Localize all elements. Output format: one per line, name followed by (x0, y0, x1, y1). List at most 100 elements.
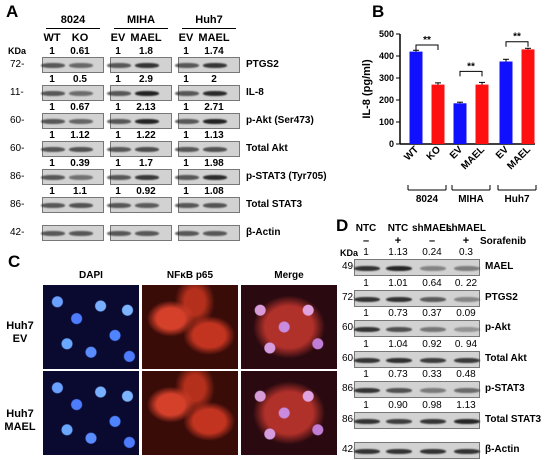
panel-d-ratio: 0.90 (388, 399, 408, 411)
panel-a-band (41, 147, 65, 152)
panel-d-band (386, 296, 412, 302)
panel-a-blot (107, 85, 172, 101)
panel-d-blot (354, 289, 480, 307)
panel-a-band (203, 147, 227, 152)
significance-bracket (415, 44, 439, 50)
panel-d-band (420, 266, 446, 271)
panel-a-ratio: 1.22 (136, 130, 156, 141)
x-tick-label: WT (402, 144, 421, 163)
panel-a-ratio: 1 (115, 130, 121, 141)
significance-bracket (459, 70, 483, 77)
panel-a-band (135, 175, 159, 180)
panel-d-ratio: 0.3 (459, 247, 473, 258)
panel-c-label: C (8, 252, 21, 271)
bar (475, 84, 489, 144)
panel-c-row-label: Huh7 EV (6, 320, 34, 345)
panel-d-band (454, 266, 480, 271)
panel-a-blot (41, 225, 104, 241)
panel-a-group-label: MIHA (126, 14, 156, 26)
y-tick-label: 300 (379, 73, 394, 83)
panel-d-ratio: 0.24 (422, 247, 442, 258)
panel-d-protein-label: β-Actin (485, 444, 520, 455)
panel-d-blot (354, 259, 480, 276)
panel-a-band (175, 63, 199, 68)
panel-d-protein-label: Total Akt (485, 352, 527, 364)
panel-a-band (107, 175, 131, 180)
panel-d-lane-label: NTC (355, 223, 377, 234)
panel-a-ratio: 1 (183, 102, 189, 113)
panel-d-band (420, 327, 446, 332)
panel-d-sorafenib-sign: – (428, 235, 436, 247)
y-tick-label: 0 (389, 139, 394, 149)
panel-a-band (41, 175, 65, 180)
panel-a-band (107, 231, 131, 236)
panel-d-ratio: 1 (363, 277, 369, 289)
panel-d-ratio: 0.09 (456, 308, 476, 319)
panel-a-band (69, 119, 93, 124)
bar (431, 84, 445, 144)
x-tick-label: EV (448, 144, 465, 161)
panel-a-ratio: 1 (49, 102, 55, 113)
panel-a-blot (107, 57, 172, 73)
panel-a-ratio: 1 (183, 74, 189, 85)
panel-a-ratio: 1.8 (139, 46, 153, 57)
panel-a-band (203, 63, 227, 68)
significance-marker: ** (423, 35, 431, 46)
panel-d-protein-label: Total STAT3 (485, 413, 542, 425)
panel-d-band (454, 388, 480, 393)
panel-a-protein-label: IL-8 (246, 87, 264, 98)
panel-c-micrograph-merge (240, 370, 338, 456)
panel-d-kda-marker: 86- (342, 413, 357, 425)
panel-a-ratio: 1 (183, 158, 189, 169)
group-label: 8024 (416, 194, 439, 205)
panel-a-band (107, 63, 131, 68)
panel-d-protein-label: p-Akt (485, 322, 511, 333)
panel-a-band (69, 175, 93, 180)
y-axis-label: IL-8 (pg/ml) (361, 59, 373, 119)
panel-d-ratio: 0.33 (422, 369, 442, 380)
panel-a-ratio: 1 (183, 130, 189, 141)
panel-d-sorafenib-label: Sorafenib (480, 236, 527, 247)
panel-c-column-label: Merge (274, 270, 304, 281)
panel-a-ratio: 1 (115, 74, 121, 85)
significance-marker: ** (513, 32, 521, 43)
panel-a-ratio: 0.61 (70, 46, 90, 57)
panel-a-band (107, 119, 131, 124)
panel-a-band (175, 231, 199, 236)
panel-d-kda-marker: 60- (342, 322, 357, 333)
panel-a-lane-label: MAEL (198, 32, 230, 44)
panel-a-band (135, 91, 159, 96)
x-tick-label: MAEL (505, 144, 533, 172)
panel-d-band (354, 296, 380, 302)
bar (453, 103, 467, 144)
panel-d-ratio: 0. 22 (454, 277, 478, 289)
panel-a-band (135, 231, 159, 236)
panel-a-band (175, 91, 199, 96)
panel-d-band (386, 357, 412, 363)
panel-a-ratio: 0.5 (73, 74, 87, 85)
panel-a-protein-label: p-STAT3 (Tyr705) (246, 171, 327, 182)
panel-a-ratio: 1 (115, 102, 121, 113)
panel-a-group-label: Huh7 (195, 14, 223, 26)
panel-a-blot (175, 57, 240, 73)
panel-a-ratio: 1 (183, 46, 189, 57)
panel-a-ratio: 2.71 (204, 102, 224, 113)
panel-d-lane-label: shMAEL (412, 223, 452, 234)
panel-a-blot (41, 57, 104, 73)
panel-a-kda-marker: 60- (10, 115, 25, 126)
panel-d-band (454, 327, 480, 332)
panel-a-blot (175, 113, 240, 129)
panel-a-ratio: 0.92 (136, 186, 156, 197)
panel-d-blot (354, 350, 480, 368)
panel-a-blot (107, 197, 172, 213)
panel-a-ratio: 1.98 (204, 158, 224, 169)
panel-a-band (203, 175, 227, 180)
panel-a-lane-label: WT (43, 32, 61, 44)
panel-a-band (107, 91, 131, 96)
panel-a-band (135, 147, 159, 152)
panel-a-band (107, 147, 131, 152)
panel-d-ratio: 1.04 (388, 338, 408, 350)
panel-d-band (420, 418, 446, 424)
panel-a-lane-label: EV (178, 32, 194, 44)
bar (499, 61, 513, 144)
